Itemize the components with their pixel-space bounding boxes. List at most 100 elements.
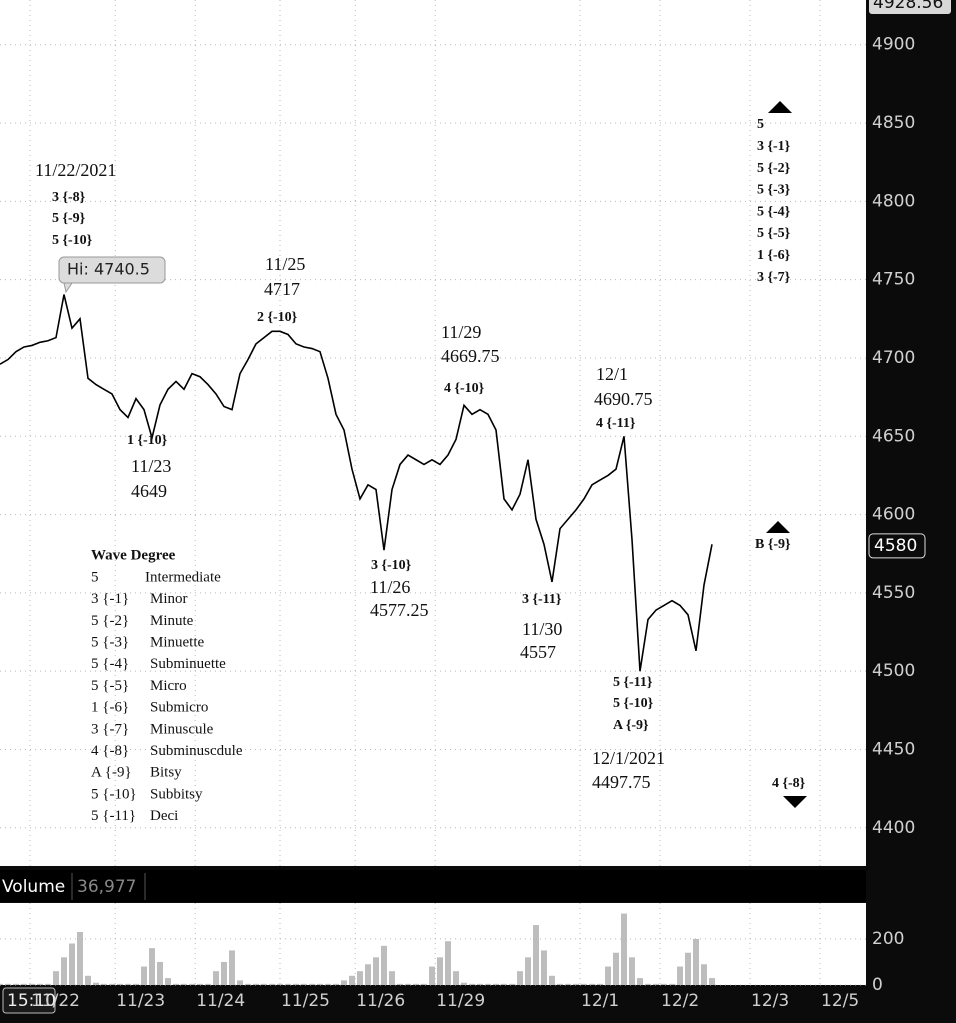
volume-bar — [341, 980, 347, 985]
volume-bar — [445, 941, 451, 985]
volume-bar — [437, 957, 443, 985]
annotation: 4557 — [520, 642, 556, 662]
x-tick-label: 12/1 — [581, 991, 619, 1011]
y-tick-label: 4900 — [872, 35, 915, 55]
legend-name: Minuscule — [150, 721, 214, 737]
triangle — [768, 101, 792, 113]
volume-bar — [5, 983, 11, 985]
price-axis-panel — [866, 0, 956, 1023]
annotation: 11/25 — [265, 254, 305, 274]
annotation: 5 {-9} — [52, 211, 86, 226]
x-tick-label: 12/2 — [661, 991, 699, 1011]
volume-bar — [493, 983, 499, 985]
annotation: 1 {-6} — [757, 248, 791, 263]
volume-bar — [245, 983, 251, 985]
volume-bar — [101, 983, 107, 985]
volume-bar — [285, 983, 291, 985]
callout-pointer — [63, 282, 73, 294]
volume-bar — [669, 983, 675, 985]
legend-label: 5 {-11} — [91, 808, 136, 824]
volume-bar — [61, 957, 67, 985]
legend-label: 3 {-1} — [91, 591, 129, 607]
y-tick-label: 4650 — [872, 426, 915, 446]
annotation: 3 {-7} — [757, 270, 791, 285]
volume-value: 36,977 — [77, 877, 136, 897]
triangle — [766, 521, 790, 533]
volume-bar — [109, 983, 115, 985]
volume-bar — [517, 971, 523, 985]
legend-label: 5 {-4} — [91, 656, 129, 672]
volume-bar — [653, 983, 659, 985]
volume-bar — [509, 983, 515, 985]
volume-bar — [397, 983, 403, 985]
volume-bar — [549, 975, 555, 985]
volume-bar — [613, 952, 619, 985]
volume-bar — [333, 983, 339, 985]
annotation: 5 {-11} — [613, 675, 653, 690]
volume-bar — [525, 957, 531, 985]
legend-name: Deci — [150, 808, 178, 824]
time-label: 15:10 — [7, 991, 56, 1011]
legend-label: 5 {-10} — [91, 786, 137, 802]
volume-header — [0, 870, 866, 902]
volume-bar — [253, 983, 259, 985]
volume-bar — [685, 952, 691, 985]
volume-bar — [261, 983, 267, 985]
volume-bar — [173, 983, 179, 985]
legend-label: 5 {-5} — [91, 678, 129, 694]
y-tick-label: 4400 — [872, 818, 915, 838]
y-tick-label: 4800 — [872, 191, 915, 211]
volume-bar — [589, 983, 595, 985]
volume-bar — [605, 966, 611, 985]
volume-bar — [133, 983, 139, 985]
legend-name: Intermediate — [145, 569, 221, 585]
legend-name: Minor — [150, 591, 188, 607]
volume-bar — [389, 971, 395, 985]
volume-bar — [293, 983, 299, 985]
x-tick-label: 11/25 — [281, 991, 330, 1011]
legend-label: 5 {-3} — [91, 635, 129, 651]
volume-bar — [157, 961, 163, 985]
limit-box — [869, 0, 951, 14]
volume-bar — [21, 983, 27, 985]
annotation: 2 {-10} — [257, 310, 298, 325]
volume-bar — [45, 983, 51, 985]
volume-bar — [461, 982, 467, 985]
volume-bar — [309, 983, 315, 985]
annotation: 1 {-10} — [127, 433, 168, 448]
volume-bar — [269, 983, 275, 985]
volume-bar — [477, 983, 483, 985]
annotation: 11/26 — [370, 577, 410, 597]
volume-bar — [117, 983, 123, 985]
annotation: 11/23 — [131, 456, 171, 476]
y-tick-label: 4700 — [872, 348, 915, 368]
price-panel — [0, 0, 866, 866]
volume-bar — [93, 982, 99, 985]
annotation: 4 {-10} — [444, 381, 485, 396]
volume-bar — [53, 971, 59, 985]
annotation: 12/1 — [596, 364, 628, 384]
volume-bar — [533, 925, 539, 985]
y-tick-label: 4850 — [872, 113, 915, 133]
high-callout — [58, 256, 166, 284]
y-tick-label: 4600 — [872, 505, 915, 525]
annotation: 5 {-2} — [757, 161, 791, 176]
volume-bar — [277, 983, 283, 985]
volume-bar — [429, 966, 435, 985]
high-label: Hi: 4740.5 — [67, 260, 150, 279]
x-tick-label: 11/22 — [31, 991, 80, 1011]
time-axis-panel — [0, 985, 866, 1023]
volume-bar — [581, 983, 587, 985]
y-tick-label: 4550 — [872, 583, 915, 603]
legend-label: 1 {-6} — [91, 700, 129, 716]
volume-bar — [709, 978, 715, 985]
volume-bar — [469, 983, 475, 985]
volume-bar — [365, 964, 371, 985]
volume-bar — [29, 983, 35, 985]
annotation: 4577.25 — [370, 600, 429, 620]
volume-bar — [165, 978, 171, 985]
volume-bar — [149, 948, 155, 985]
volume-bar — [301, 983, 307, 985]
legend-name: Micro — [150, 678, 187, 694]
volume-title: Volume — [2, 877, 65, 897]
